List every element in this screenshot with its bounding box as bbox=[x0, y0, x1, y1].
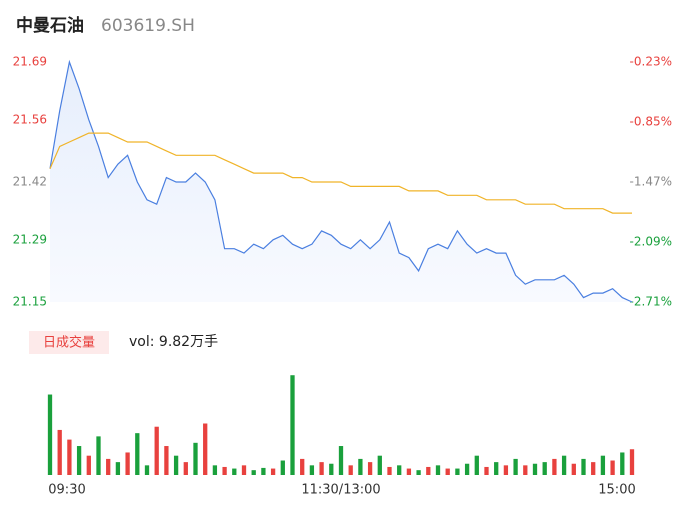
volume-bar bbox=[348, 465, 353, 475]
volume-bar bbox=[367, 462, 373, 475]
volume-bar bbox=[552, 458, 557, 475]
volume-bar bbox=[106, 458, 111, 475]
volume-bar bbox=[270, 468, 276, 475]
volume-bar bbox=[494, 462, 499, 475]
y-tick-label: 21.29 bbox=[13, 232, 47, 246]
avg-line bbox=[49, 132, 632, 214]
volume-bar bbox=[241, 465, 247, 475]
volume-bar bbox=[523, 465, 528, 475]
volume-bar bbox=[96, 436, 101, 475]
volume-bar bbox=[57, 429, 62, 475]
volume-bar bbox=[319, 462, 324, 475]
volume-bar bbox=[377, 455, 382, 475]
volume-bar bbox=[261, 467, 266, 475]
volume-bar bbox=[532, 463, 538, 475]
volume-bar bbox=[212, 465, 218, 475]
volume-tag-bg bbox=[29, 331, 109, 354]
volume-bar bbox=[338, 446, 344, 475]
y-tick-label: 21.69 bbox=[13, 55, 47, 69]
volume-bar bbox=[183, 462, 188, 475]
volume-bar bbox=[561, 455, 567, 475]
x-tick-label: 09:30 bbox=[48, 483, 85, 498]
volume-bar bbox=[203, 423, 208, 475]
volume-bar bbox=[474, 455, 479, 475]
y2-tick-label: -0.23% bbox=[630, 55, 672, 69]
volume-bar bbox=[358, 458, 363, 475]
volume-bar bbox=[309, 465, 315, 475]
volume-bar bbox=[455, 468, 460, 475]
volume-bar bbox=[542, 462, 547, 475]
volume-label: vol: 9.82万手 bbox=[129, 334, 218, 350]
volume-bar bbox=[154, 426, 159, 475]
y-tick-label: 21.42 bbox=[13, 175, 47, 189]
volume-bar bbox=[86, 455, 91, 475]
price-line bbox=[49, 59, 633, 303]
volume-bar bbox=[222, 466, 227, 475]
volume-bar bbox=[173, 455, 179, 475]
volume-bar bbox=[435, 465, 441, 475]
volume-bar bbox=[300, 458, 305, 475]
y-tick-label: 21.56 bbox=[13, 112, 47, 126]
volume-bar bbox=[610, 460, 615, 475]
y2-tick-label: -0.85% bbox=[630, 115, 672, 129]
volume-bar bbox=[416, 470, 421, 475]
y-tick-label: 21.15 bbox=[13, 295, 47, 309]
volume-bar bbox=[251, 470, 256, 475]
volume-bar bbox=[232, 468, 237, 475]
chart-subtitle: 603619.SH bbox=[101, 16, 195, 36]
y2-tick-label: -2.09% bbox=[630, 235, 672, 249]
y2-tick-label: -1.47% bbox=[630, 175, 672, 189]
x-tick-label: 15:00 bbox=[598, 483, 635, 498]
volume-bar bbox=[76, 446, 82, 475]
volume-bar bbox=[387, 466, 392, 475]
volume-bar bbox=[406, 468, 412, 475]
volume-bar bbox=[125, 452, 130, 475]
volume-bar bbox=[503, 465, 509, 475]
volume-bar bbox=[193, 442, 198, 475]
volume-bar bbox=[47, 394, 53, 475]
volume-bar bbox=[426, 466, 431, 475]
volume-bar bbox=[600, 455, 606, 475]
y2-tick-label: -2.71% bbox=[630, 295, 672, 309]
volume-bar bbox=[620, 452, 625, 475]
volume-bar bbox=[164, 446, 169, 475]
volume-bar bbox=[591, 462, 596, 475]
volume-title: 日成交量 bbox=[43, 335, 95, 351]
volume-bar bbox=[290, 375, 295, 475]
volume-bar bbox=[115, 462, 121, 475]
volume-bar bbox=[280, 460, 285, 475]
volume-bar bbox=[445, 468, 450, 475]
volume-bar bbox=[135, 433, 140, 475]
volume-bar bbox=[513, 458, 518, 475]
price-area bbox=[50, 62, 632, 302]
volume-bar bbox=[571, 463, 576, 475]
volume-bar bbox=[581, 458, 586, 475]
volume-bar bbox=[144, 465, 150, 475]
x-tick-label: 11:30/13:00 bbox=[301, 483, 380, 498]
volume-bar bbox=[629, 449, 635, 475]
volume-bar bbox=[464, 463, 470, 475]
volume-bar bbox=[484, 466, 489, 475]
volume-bar bbox=[397, 465, 402, 475]
volume-bar bbox=[67, 439, 72, 475]
volume-bar bbox=[329, 463, 334, 475]
chart-title: 中曼石油 bbox=[16, 15, 84, 36]
